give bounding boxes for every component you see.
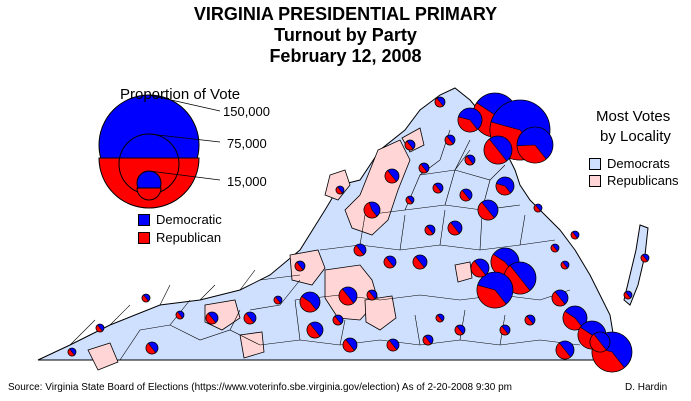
republican-wedge [294, 261, 304, 272]
republicans-locality-swatch [589, 175, 601, 187]
democratic-label: Democratic [156, 212, 222, 227]
republican-wedge [338, 288, 355, 306]
source-footnote: Source: Virginia State Board of Election… [8, 382, 512, 393]
republican-wedge [454, 325, 464, 336]
republican-wedge [560, 261, 568, 270]
republican-wedge [175, 311, 183, 320]
rep-locality [344, 139, 411, 236]
republican-wedge [386, 339, 398, 352]
rep-locality [454, 261, 473, 283]
republican-wedge [555, 342, 572, 360]
republican-wedge [412, 256, 425, 270]
republican-wedge [524, 315, 534, 326]
republican-wedge [447, 222, 460, 236]
republican-wedge [332, 315, 342, 326]
republican-wedge [623, 291, 631, 300]
republican-wedge [476, 284, 507, 309]
size-legend-circles [98, 94, 221, 209]
republican-wedge [495, 183, 512, 196]
republican-wedge [404, 140, 414, 151]
republican-wedge [205, 312, 217, 325]
rep-locality [324, 169, 351, 201]
locality-legend-title-1: Most Votes [596, 108, 671, 125]
republican-wedge [273, 296, 281, 305]
republican-wedge [145, 342, 157, 355]
republican-wedge [499, 325, 509, 336]
democratic-swatch [138, 214, 150, 226]
republican-wedge [591, 346, 625, 373]
republican-wedge [353, 244, 365, 257]
republican-wedge [141, 294, 149, 303]
republican-wedge [483, 138, 508, 165]
locality-legend-title-2: by Locality [600, 128, 671, 145]
republican-wedge [383, 256, 395, 269]
republican-wedge [384, 170, 397, 184]
map-date: February 12, 2008 [269, 46, 422, 66]
size-legend-title: Proportion of Vote [120, 86, 241, 103]
republican-wedge [306, 323, 321, 339]
republican-wedge [424, 225, 434, 236]
republican-wedge [477, 201, 495, 221]
republican-wedge [551, 291, 566, 307]
republican-wedge [459, 189, 471, 202]
size-label-15000: 15,000 [227, 174, 267, 189]
republican-wedge [457, 116, 478, 133]
republican-wedge [418, 163, 428, 174]
republican-wedge [243, 312, 255, 325]
republican-wedge [432, 183, 442, 194]
republican-wedge [435, 314, 443, 323]
republican-wedge [464, 155, 474, 166]
democrats-locality-swatch [589, 158, 601, 170]
republican-wedge [335, 186, 343, 195]
democrats-locality-label: Democrats [607, 156, 670, 171]
republicans-locality-label: Republicans [607, 173, 679, 188]
republican-wedge [363, 202, 378, 219]
rep-locality [87, 342, 119, 371]
republican-wedge [405, 196, 413, 205]
republican-wedge [516, 144, 547, 164]
republican-wedge [570, 231, 578, 240]
republican-label: Republican [156, 230, 222, 245]
republican-wedge [470, 260, 487, 278]
republican-wedge [342, 339, 355, 353]
republican-wedge [550, 244, 558, 253]
republican-wedge [533, 204, 541, 213]
map-title: VIRGINIA PRESIDENTIAL PRIMARY [193, 4, 498, 24]
republican-wedge [95, 324, 103, 333]
republican-wedge [640, 254, 648, 263]
republican-wedge [67, 348, 75, 357]
size-label-75000: 75,000 [227, 136, 267, 151]
map-subtitle: Turnout by Party [274, 25, 417, 45]
author-credit: D. Hardin [625, 382, 668, 393]
size-label-150000: 150,000 [223, 104, 270, 119]
republican-wedge [589, 333, 607, 353]
republican-wedge [299, 296, 317, 313]
republican-swatch [138, 232, 150, 244]
republican-wedge [434, 97, 444, 108]
eastern-shore [623, 224, 649, 306]
republican-wedge [366, 290, 376, 301]
republican-wedge [444, 135, 454, 146]
turnout-circles [67, 92, 650, 373]
rep-locality [364, 295, 397, 331]
republican-wedge [422, 335, 432, 346]
rep-locality [239, 331, 265, 359]
